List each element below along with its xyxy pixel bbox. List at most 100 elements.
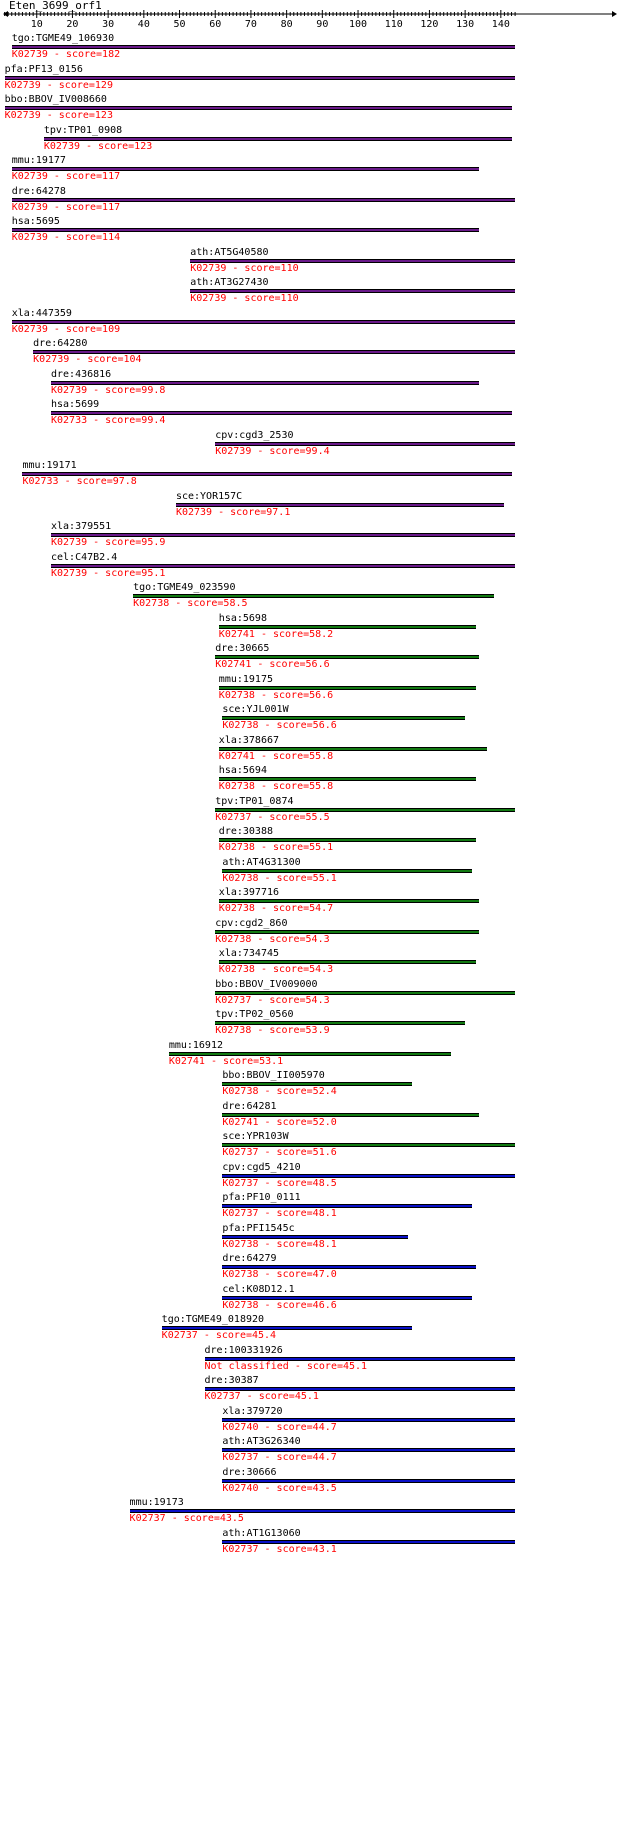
hit-gene-link[interactable]: mmu:19177 bbox=[11, 155, 66, 166]
hit-gene-link[interactable]: mmu:19171 bbox=[22, 460, 77, 471]
hit-alignment-bar[interactable] bbox=[51, 411, 512, 415]
hit-alignment-bar[interactable] bbox=[11, 167, 480, 171]
hit-alignment-bar[interactable] bbox=[4, 106, 512, 110]
hit-score-link[interactable]: K02738 - score=47.0 bbox=[222, 1269, 337, 1280]
hit-gene-link[interactable]: ath:AT3G27430 bbox=[190, 277, 269, 288]
hit-alignment-bar[interactable] bbox=[218, 746, 487, 751]
hit-score-link[interactable]: K02739 - score=117 bbox=[11, 171, 121, 182]
hit-score-link[interactable]: K02739 - score=123 bbox=[43, 140, 153, 152]
hit-alignment-bar[interactable] bbox=[215, 655, 480, 659]
hit-score-link[interactable]: K02739 - score=104 bbox=[33, 354, 142, 365]
hit-alignment-bar[interactable] bbox=[4, 75, 516, 80]
hit-gene-link[interactable]: sce:YJL001W bbox=[222, 704, 289, 715]
hit-gene-link[interactable]: mmu:19173 bbox=[129, 1497, 184, 1508]
hit-gene-link[interactable]: xla:447359 bbox=[11, 307, 72, 319]
hit-alignment-bar[interactable] bbox=[168, 1051, 451, 1056]
hit-gene-link[interactable]: tgo:TGME49_106930 bbox=[11, 33, 115, 44]
hit-score-link[interactable]: K02738 - score=55.1 bbox=[218, 842, 334, 853]
hit-score-link[interactable]: K02737 - score=48.1 bbox=[222, 1208, 337, 1219]
hit-alignment-bar[interactable] bbox=[175, 502, 505, 507]
hit-score-link[interactable]: K02739 - score=95.1 bbox=[51, 567, 166, 579]
hit-score-link[interactable]: K02739 - score=97.1 bbox=[175, 506, 291, 518]
hit-score-link[interactable]: K02737 - score=48.5 bbox=[222, 1177, 337, 1189]
hit-alignment-bar[interactable] bbox=[190, 258, 516, 263]
hit-alignment-bar[interactable] bbox=[222, 868, 473, 873]
hit-score-link[interactable]: K02739 - score=109 bbox=[11, 323, 121, 335]
hit-score-link[interactable]: K02738 - score=56.6 bbox=[218, 689, 334, 701]
hit-alignment-bar[interactable] bbox=[218, 960, 476, 964]
hit-alignment-bar[interactable] bbox=[222, 1143, 516, 1147]
hit-gene-link[interactable]: cel:C47B2.4 bbox=[51, 551, 118, 563]
hit-alignment-bar[interactable] bbox=[218, 777, 476, 781]
hit-alignment-bar[interactable] bbox=[11, 45, 516, 49]
hit-score-link[interactable]: K02739 - score=117 bbox=[11, 201, 121, 213]
hit-gene-link[interactable]: tpv:TP02_0560 bbox=[215, 1009, 294, 1020]
hit-score-link[interactable]: K02737 - score=54.3 bbox=[215, 994, 330, 1006]
hit-alignment-bar[interactable] bbox=[222, 1295, 473, 1300]
hit-score-link[interactable]: K02741 - score=53.1 bbox=[168, 1055, 284, 1067]
hit-alignment-bar[interactable] bbox=[33, 350, 516, 354]
hit-score-link[interactable]: K02738 - score=54.3 bbox=[218, 964, 334, 975]
hit-gene-link[interactable]: cpv:cgd2_860 bbox=[215, 917, 288, 929]
hit-gene-link[interactable]: tpv:TP01_0874 bbox=[215, 795, 294, 807]
hit-gene-link[interactable]: dre:64278 bbox=[11, 185, 66, 197]
hit-alignment-bar[interactable] bbox=[204, 1387, 516, 1391]
hit-score-link[interactable]: K02737 - score=55.5 bbox=[215, 811, 330, 823]
hit-alignment-bar[interactable] bbox=[222, 1448, 516, 1452]
hit-gene-link[interactable]: ath:AT3G26340 bbox=[222, 1436, 301, 1447]
hit-alignment-bar[interactable] bbox=[215, 441, 516, 446]
hit-score-link[interactable]: K02738 - score=58.5 bbox=[133, 598, 248, 609]
hit-alignment-bar[interactable] bbox=[222, 1478, 516, 1483]
hit-alignment-bar[interactable] bbox=[215, 1021, 466, 1025]
hit-alignment-bar[interactable] bbox=[129, 1509, 516, 1513]
hit-alignment-bar[interactable] bbox=[222, 1265, 476, 1269]
hit-gene-link[interactable]: hsa:5695 bbox=[11, 216, 60, 227]
hit-alignment-bar[interactable] bbox=[161, 1326, 412, 1330]
hit-alignment-bar[interactable] bbox=[218, 685, 476, 690]
hit-score-link[interactable]: K02739 - score=95.9 bbox=[51, 537, 166, 548]
hit-gene-link[interactable]: ath:AT1G13060 bbox=[222, 1527, 301, 1539]
hit-gene-link[interactable]: tpv:TP01_0908 bbox=[43, 124, 123, 136]
hit-score-link[interactable]: K02737 - score=45.1 bbox=[204, 1391, 319, 1402]
hit-score-link[interactable]: K02733 - score=97.8 bbox=[22, 476, 137, 487]
hit-score-link[interactable]: K02738 - score=48.1 bbox=[222, 1238, 337, 1250]
hit-alignment-bar[interactable] bbox=[222, 1539, 516, 1544]
hit-score-link[interactable]: K02738 - score=55.8 bbox=[218, 781, 334, 792]
hit-alignment-bar[interactable] bbox=[222, 716, 466, 720]
hit-alignment-bar[interactable] bbox=[222, 1112, 480, 1117]
hit-gene-link[interactable]: mmu:16912 bbox=[168, 1039, 223, 1051]
hit-alignment-bar[interactable] bbox=[222, 1173, 516, 1178]
hit-score-link[interactable]: K02739 - score=182 bbox=[11, 49, 121, 60]
hit-gene-link[interactable]: bbo:BBOV_IV008660 bbox=[4, 94, 107, 105]
hit-score-link[interactable]: K02739 - score=99.4 bbox=[215, 445, 330, 457]
hit-gene-link[interactable]: ath:AT5G40580 bbox=[190, 246, 269, 258]
hit-gene-link[interactable]: xla:397716 bbox=[218, 887, 280, 898]
hit-gene-link[interactable]: dre:64279 bbox=[222, 1253, 277, 1264]
hit-gene-link[interactable]: xla:379720 bbox=[222, 1405, 283, 1417]
hit-score-link[interactable]: K02739 - score=114 bbox=[11, 232, 121, 243]
hit-gene-link[interactable]: tgo:TGME49_018920 bbox=[161, 1314, 265, 1325]
hit-alignment-bar[interactable] bbox=[204, 1356, 516, 1361]
hit-gene-link[interactable]: sce:YPR103W bbox=[222, 1131, 289, 1142]
hit-score-link[interactable]: K02737 - score=43.1 bbox=[222, 1543, 337, 1555]
hit-alignment-bar[interactable] bbox=[11, 197, 516, 202]
hit-gene-link[interactable]: dre:30666 bbox=[222, 1466, 277, 1478]
hit-alignment-bar[interactable] bbox=[218, 838, 476, 842]
hit-score-link[interactable]: K02740 - score=44.7 bbox=[222, 1421, 337, 1433]
hit-alignment-bar[interactable] bbox=[51, 563, 516, 568]
hit-alignment-bar[interactable] bbox=[222, 1082, 412, 1086]
hit-gene-link[interactable]: bbo:BBOV_IV009000 bbox=[215, 978, 318, 990]
hit-alignment-bar[interactable] bbox=[222, 1417, 516, 1422]
hit-gene-link[interactable]: hsa:5694 bbox=[218, 765, 267, 776]
hit-score-link[interactable]: K02738 - score=54.3 bbox=[215, 933, 330, 945]
hit-score-link[interactable]: K02739 - score=99.8 bbox=[51, 384, 166, 396]
hit-gene-link[interactable]: dre:436816 bbox=[51, 368, 112, 380]
hit-alignment-bar[interactable] bbox=[11, 319, 516, 324]
hit-alignment-bar[interactable] bbox=[215, 807, 516, 812]
hit-score-link[interactable]: K02737 - score=44.7 bbox=[222, 1452, 337, 1463]
hit-score-link[interactable]: K02738 - score=55.1 bbox=[222, 872, 337, 884]
hit-score-link[interactable]: Not classified - score=45.1 bbox=[204, 1360, 368, 1372]
hit-gene-link[interactable]: hsa:5699 bbox=[51, 399, 100, 410]
hit-alignment-bar[interactable] bbox=[190, 289, 516, 293]
hit-score-link[interactable]: K02737 - score=51.6 bbox=[222, 1147, 337, 1158]
